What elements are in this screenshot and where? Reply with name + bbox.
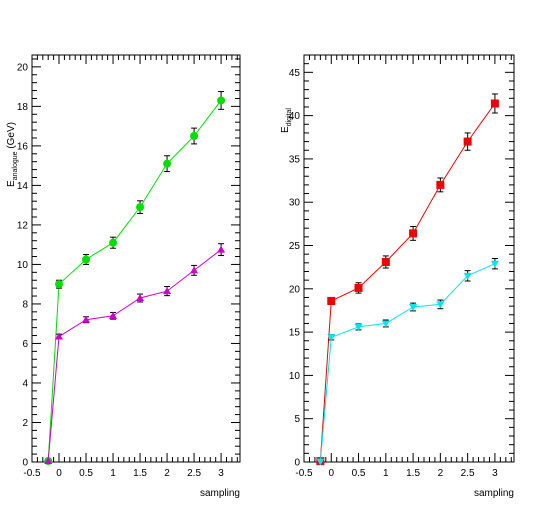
data-point (82, 315, 91, 323)
y-tick-label: 45 (289, 68, 301, 79)
data-point (55, 332, 64, 340)
y-tick-label: 8 (22, 299, 28, 310)
y-tick-label: 16 (17, 141, 29, 152)
x-tick-label: 1 (110, 468, 116, 479)
data-point (327, 296, 336, 305)
data-point (354, 323, 363, 331)
data-point (190, 132, 199, 141)
data-point (463, 137, 472, 146)
data-point (55, 280, 64, 289)
y-tick-label: 6 (22, 339, 28, 350)
data-point (44, 457, 53, 465)
chart-panel-2: -0.5 0 0.5 1 1.5 2 2.5 3051015202530354045sampl… (280, 54, 515, 499)
x-tick-label: 2 (164, 468, 170, 479)
y-tick-label: 12 (17, 220, 29, 231)
x-tick-label: 3 (218, 468, 224, 479)
y-tick-label: 2 (22, 418, 28, 429)
y-tick-label: 4 (22, 378, 28, 389)
data-point (190, 266, 199, 274)
data-point (409, 229, 418, 238)
chart-panel-1: -0.5 0 0.5 1 1.5 2 2.5 302468101214161820sampli… (6, 54, 241, 499)
data-point (217, 96, 226, 105)
x-tick-label: -0.5 (23, 468, 41, 479)
y-tick-label: 10 (289, 371, 301, 382)
y-tick-label: 25 (289, 241, 301, 252)
x-tick-label: 0 (56, 468, 62, 479)
data-point (490, 260, 499, 268)
y-tick-label: 35 (289, 154, 301, 165)
y-tick-label: 18 (17, 102, 29, 113)
data-point (354, 283, 363, 292)
y-tick-label: 0 (22, 458, 28, 469)
data-point (381, 320, 390, 328)
y-tick-label: 10 (17, 260, 29, 271)
data-point (136, 294, 145, 302)
data-point (316, 458, 325, 466)
series-line-2 (47, 249, 222, 462)
data-point (490, 99, 499, 108)
series-line-1 (47, 100, 222, 462)
x-tick-label: 1.5 (406, 468, 420, 479)
x-tick-label: 1.5 (133, 468, 147, 479)
x-tick-label: -0.5 (295, 468, 313, 479)
data-point (327, 334, 336, 342)
y-tick-label: 20 (289, 284, 301, 295)
data-point (436, 301, 445, 309)
y-tick-label: 0 (294, 458, 300, 469)
data-point (109, 311, 118, 319)
y-tick-label: 30 (289, 198, 301, 209)
x-tick-label: 2 (438, 468, 444, 479)
data-point (109, 238, 118, 247)
series-line-2 (319, 263, 496, 462)
x-tick-label: 0.5 (79, 468, 93, 479)
data-point (436, 180, 445, 189)
x-tick-label: 2.5 (461, 468, 475, 479)
data-point (163, 287, 172, 295)
x-axis-label: sampling (200, 488, 240, 499)
y-tick-label: 20 (17, 62, 29, 73)
y-axis-label: Edigital (280, 108, 293, 133)
plot-frame (303, 54, 515, 463)
plot-frame (31, 54, 241, 463)
x-tick-label: 2.5 (187, 468, 201, 479)
data-point (381, 257, 390, 266)
data-point (163, 159, 172, 168)
y-tick-label: 15 (289, 328, 301, 339)
data-point (409, 303, 418, 311)
y-tick-label: 40 (289, 111, 301, 122)
data-point (463, 272, 472, 280)
x-axis-label: sampling (474, 488, 514, 499)
data-point (82, 255, 91, 264)
x-tick-label: 0 (328, 468, 334, 479)
y-tick-label: 14 (17, 181, 29, 192)
y-axis-label: Eanalogue (GeV) (6, 122, 19, 187)
x-tick-label: 3 (492, 468, 498, 479)
data-point (136, 203, 145, 212)
x-tick-label: 1 (383, 468, 389, 479)
data-point (217, 245, 226, 253)
y-tick-label: 5 (294, 414, 300, 425)
series-line-1 (319, 103, 496, 462)
x-tick-label: 0.5 (352, 468, 366, 479)
